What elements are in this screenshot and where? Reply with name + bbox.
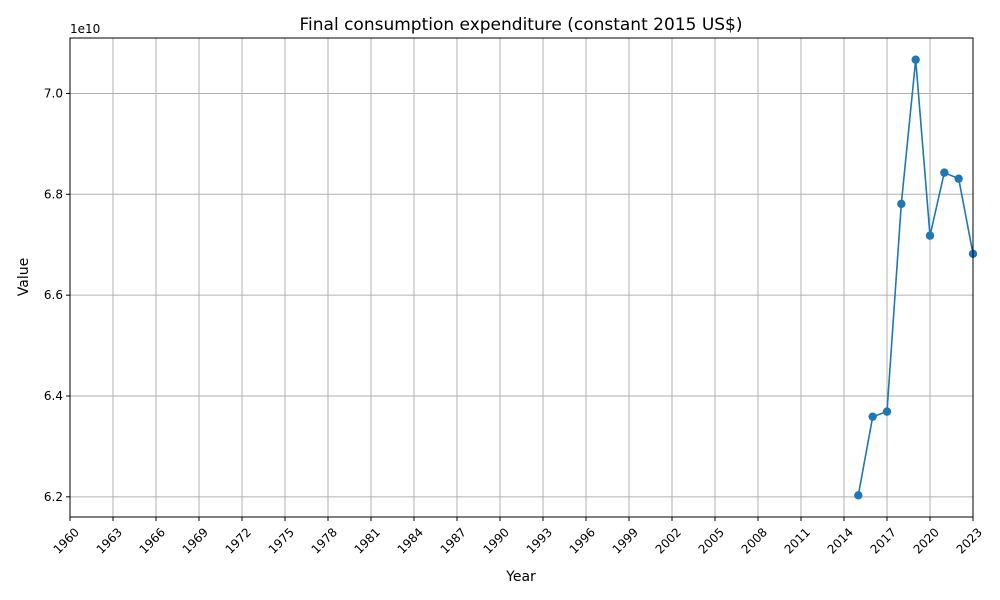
y-tick-label: 6.8 [44,187,63,201]
x-tick-label: 1972 [223,525,254,556]
x-tick-label: 1960 [51,525,82,556]
x-tick-label: 1996 [567,525,598,556]
data-point [954,174,963,183]
data-point [882,407,892,416]
x-tick-label: 1963 [94,525,125,556]
x-axis-ticks: 1960 1963 1966 1969 1972 1975 1978 1981 1984 1987… [51,517,985,557]
x-tick-label: 1999 [610,525,641,556]
chart-title: Final consumption expenditure (constant … [299,15,742,35]
x-tick-label: 1969 [180,525,211,556]
y-axis-label: Value [16,258,32,296]
data-point [854,491,863,500]
y-offset-label: 1e10 [70,22,100,36]
x-tick-label: 1978 [309,525,340,556]
data-point [911,55,920,64]
series-line [857,59,974,496]
x-tick-label: 2002 [653,525,684,556]
x-tick-label: 2008 [739,525,770,556]
x-tick-label: 1993 [524,525,555,556]
y-axis-ticks: 6.2 6.4 6.6 6.8 7.0 [44,86,70,504]
x-tick-label: 2017 [868,525,899,556]
x-tick-label: 1966 [137,525,168,556]
x-axis-label: Year [505,569,536,585]
x-tick-label: 1975 [266,525,297,556]
x-tick-label: 2023 [954,525,985,556]
x-tick-label: 1984 [395,525,426,556]
y-tick-label: 6.6 [44,288,63,302]
grid [69,38,974,517]
series-layer [854,55,978,500]
y-tick-label: 6.4 [44,389,63,403]
y-tick-label: 7.0 [44,86,63,100]
x-tick-label: 1990 [481,525,512,556]
x-tick-label: 2011 [782,525,813,556]
x-tick-label: 2020 [911,525,942,556]
y-tick-label: 6.2 [44,490,63,504]
plot-frame [69,37,974,518]
data-point [897,199,906,209]
x-tick-label: 2014 [825,525,856,556]
x-tick-label: 2005 [696,525,727,556]
data-point [868,412,877,421]
data-point [940,168,949,177]
x-tick-label: 1981 [352,525,383,556]
data-point [925,231,935,240]
x-tick-label: 1987 [438,525,469,556]
